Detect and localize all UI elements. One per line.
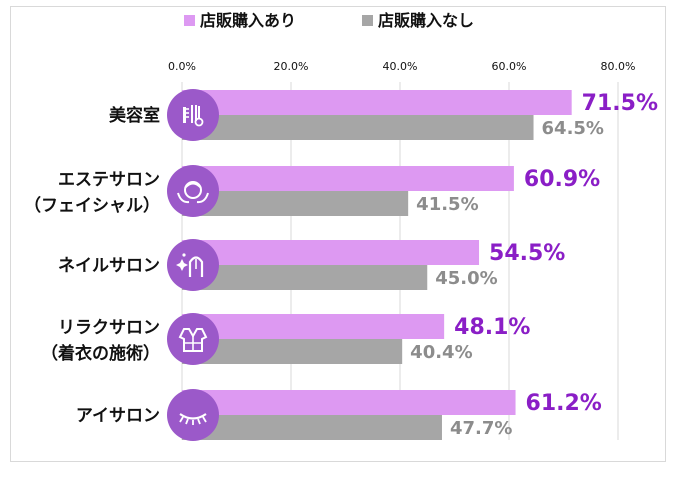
bar-series1-2 [182,166,514,191]
legend-swatch-2 [362,15,373,26]
category-label-3: ネイルサロン [58,256,160,276]
tick-label-4: 60.0% [492,60,527,73]
data-label-series1-3: 54.5% [489,241,565,266]
data-label-series1-1: 71.5% [582,91,658,116]
category-label-1: 美容室 [109,105,160,126]
bar-series2-4 [182,339,403,364]
category-label-4-line1: リラクサロン [58,318,160,338]
eyelash-icon [167,389,219,441]
data-label-series2-4: 40.4% [410,342,472,363]
data-label-series1-2: 60.9% [524,167,600,192]
bar-series1-4 [182,314,445,339]
data-label-series1-4: 48.1% [454,315,530,340]
chart-frame [10,6,666,462]
tick-label-5: 80.0% [601,60,636,73]
legend-label-2: 店販購入なし [378,11,474,30]
data-label-series2-3: 45.0% [435,268,497,289]
bar-series2-2 [182,191,409,216]
tick-label-3: 40.0% [383,60,418,73]
category-label-5: アイサロン [76,406,160,426]
bar-series2-3 [182,265,428,290]
bar-series2-5 [182,415,442,440]
data-label-series2-2: 41.5% [416,194,478,215]
legend-label-1: 店販購入あり [200,11,296,30]
data-label-series2-1: 64.5% [542,118,604,139]
legend-swatch-1 [184,15,195,26]
robe-icon [167,313,219,365]
bar-series1-5 [182,390,516,415]
bar-series1-1 [182,90,572,115]
category-label-2-line1: エステサロン [58,170,160,190]
bar-series2-1 [182,115,534,140]
nail-polish-icon [167,239,219,291]
category-label-2-line2: （フェイシャル） [24,195,160,216]
facial-esthetic-icon [167,165,219,217]
hairdresser-tools-icon [167,89,219,141]
category-label-4-line2: （着衣の施術） [41,343,160,364]
data-label-series1-5: 61.2% [526,391,602,416]
tick-label-1: 0.0% [168,60,196,73]
tick-label-2: 20.0% [274,60,309,73]
data-label-series2-5: 47.7% [450,418,512,439]
bar-series1-3 [182,240,480,265]
